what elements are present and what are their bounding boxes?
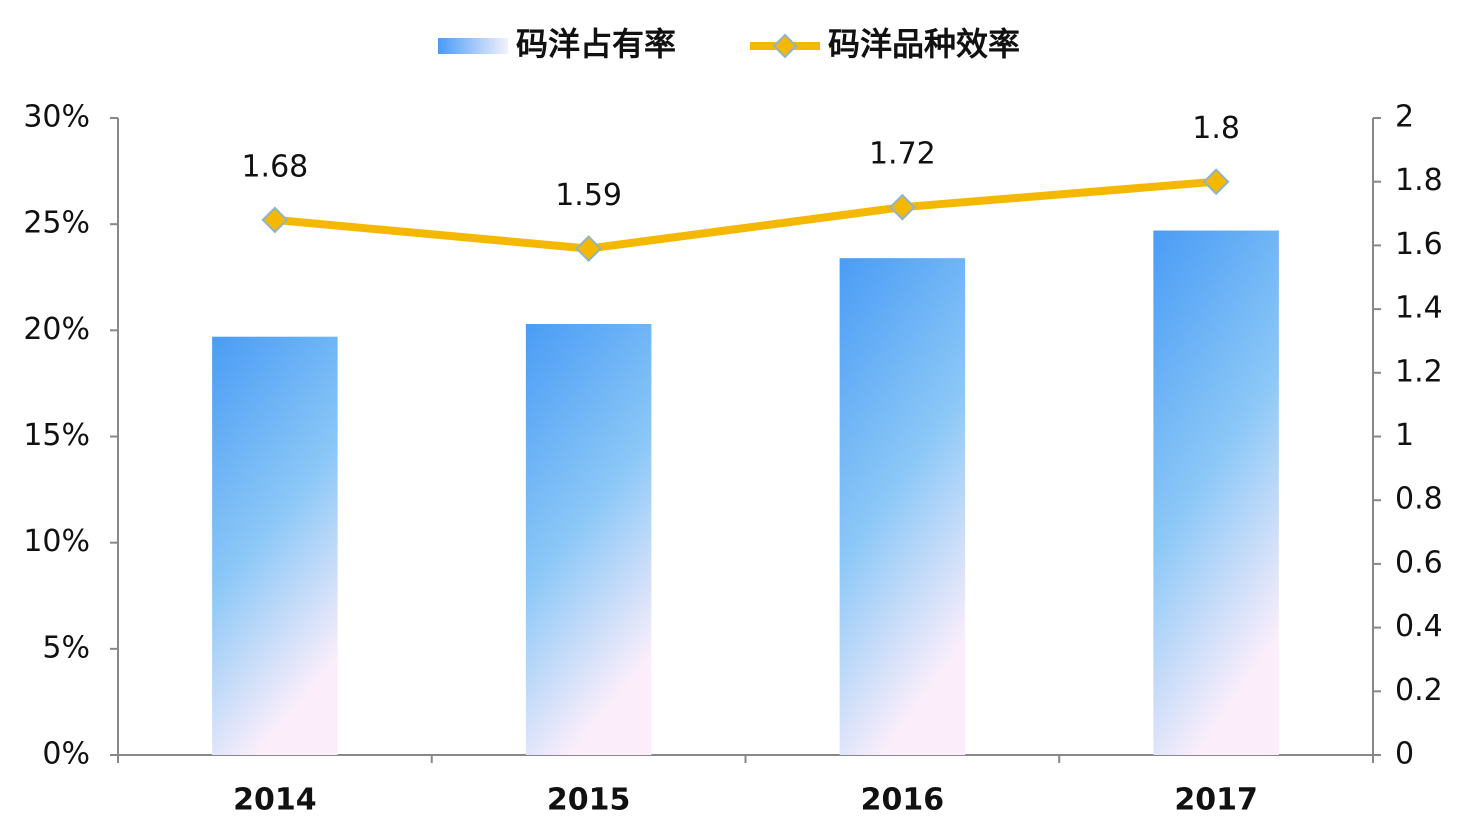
y2-tick-label: 1.4 (1395, 291, 1443, 326)
x-tick-label: 2015 (547, 783, 631, 818)
bar (839, 258, 966, 755)
y2-tick-label: 0.8 (1395, 482, 1443, 517)
legend: 码洋占有率 码洋品种效率 (438, 25, 1020, 63)
y2-tick-label: 0 (1395, 737, 1414, 772)
y2-tick-label: 0.2 (1395, 673, 1443, 708)
y-tick-label: 10% (23, 524, 90, 559)
y-tick-label: 30% (23, 100, 90, 135)
bar (1153, 230, 1279, 755)
data-label: 1.68 (241, 149, 308, 184)
y2-tick-label: 0.6 (1395, 545, 1443, 580)
legend-marker (772, 33, 798, 59)
legend-label: 码洋品种效率 (828, 25, 1020, 63)
marker (261, 206, 289, 234)
y2-tick-label: 1.6 (1395, 227, 1443, 262)
bar (525, 323, 652, 755)
data-label: 1.8 (1192, 111, 1240, 146)
y2-tick-label: 2 (1395, 100, 1414, 135)
bar (212, 336, 338, 755)
y-tick-label: 5% (42, 630, 90, 665)
y2-tick-label: 1.8 (1395, 163, 1443, 198)
marker (1202, 168, 1230, 196)
y-tick-label: 20% (23, 312, 90, 347)
marker (575, 235, 603, 262)
y-tick-label: 25% (23, 206, 90, 241)
y2-tick-label: 0.4 (1395, 609, 1443, 644)
y2-tick-label: 1 (1395, 418, 1414, 453)
legend-label: 码洋占有率 (516, 25, 676, 63)
y-tick-label: 0% (42, 737, 90, 772)
line (274, 177, 1217, 253)
legend-swatch (438, 38, 508, 54)
y2-tick-label: 1.2 (1395, 354, 1443, 389)
marker (888, 193, 916, 221)
y-tick-label: 15% (23, 418, 90, 453)
x-tick-label: 2014 (233, 783, 317, 818)
x-tick-label: 2017 (1174, 783, 1258, 818)
data-label: 1.59 (555, 178, 622, 213)
x-tick-label: 2016 (861, 783, 945, 818)
data-label: 1.72 (869, 137, 936, 172)
